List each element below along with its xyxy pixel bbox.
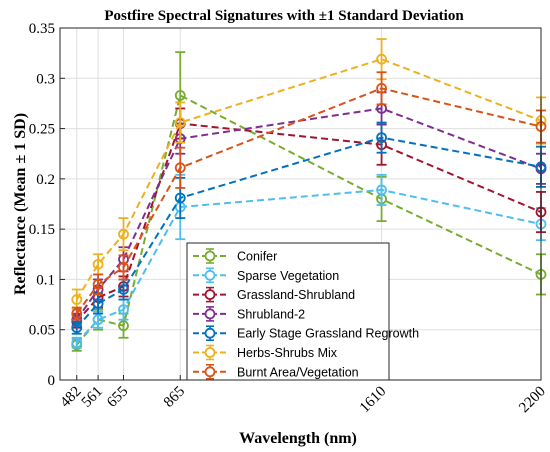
- legend-label: Burnt Area/Vegetation: [237, 365, 359, 379]
- y-tick-label: 0.3: [36, 71, 55, 87]
- legend-swatch-marker: [204, 289, 216, 301]
- chart-title: Postfire Spectral Signatures with ±1 Sta…: [104, 8, 464, 24]
- y-tick-label: 0.35: [29, 21, 55, 37]
- data-point: [118, 304, 129, 316]
- data-point: [174, 192, 186, 204]
- series-6: [71, 71, 547, 321]
- legend-box: [186, 242, 390, 381]
- legend-swatch-marker: [204, 347, 216, 358]
- data-point: [92, 279, 104, 290]
- x-tick-label: 2200: [516, 384, 549, 417]
- data-point: [118, 284, 129, 295]
- legend-entry: Herbs-Shrubs Mix: [193, 344, 338, 361]
- y-tick-label: 0.15: [29, 222, 55, 238]
- y-tick-label: 0.25: [29, 122, 55, 138]
- data-point: [71, 337, 83, 349]
- data-point: [92, 258, 104, 270]
- legend-label: Shrubland-2: [237, 307, 305, 321]
- data-point: [118, 228, 129, 240]
- legend-label: Early Stage Grassland Regrowth: [237, 327, 419, 341]
- y-tick-label: 0: [48, 373, 56, 389]
- legend: Conifer Sparse Vegetation Grassland-Shrubl…: [186, 242, 419, 381]
- x-tick-label: 1610: [357, 384, 390, 417]
- y-axis-label: Reflectance (Mean ± 1 SD): [12, 113, 29, 295]
- legend-entry: Grassland-Shrubland: [193, 286, 355, 303]
- series-layer: [71, 38, 547, 352]
- data-point: [376, 132, 387, 144]
- data-point: [376, 53, 387, 65]
- data-point: [174, 117, 186, 128]
- legend-swatch-marker: [204, 269, 216, 281]
- data-point: [92, 314, 104, 326]
- legend-entry: Sparse Vegetation: [193, 267, 339, 284]
- legend-entry: Early Stage Grassland Regrowth: [193, 325, 419, 342]
- data-point: [71, 322, 83, 334]
- x-tick-label: 655: [104, 384, 131, 411]
- y-tick-label: 0.2: [36, 172, 55, 188]
- legend-swatch-marker: [204, 327, 216, 339]
- legend-label: Conifer: [237, 250, 277, 264]
- legend-swatch-marker: [204, 250, 216, 262]
- data-point: [174, 89, 186, 101]
- x-axis-label: Wavelength (nm): [239, 430, 357, 447]
- x-tick-label: 865: [161, 384, 188, 411]
- series-line: [75, 58, 542, 301]
- data-point: [376, 82, 387, 94]
- x-tick-label: 561: [79, 384, 106, 411]
- data-point: [92, 298, 104, 309]
- data-point: [118, 320, 129, 332]
- legend-swatch-marker: [204, 308, 216, 320]
- data-point: [118, 261, 129, 273]
- data-point: [376, 184, 387, 196]
- y-tick-label: 0.05: [29, 323, 55, 339]
- legend-label: Herbs-Shrubs Mix: [237, 346, 338, 360]
- legend-label: Sparse Vegetation: [237, 269, 339, 283]
- series-line: [75, 87, 542, 315]
- legend-entry: Shrubland-2: [193, 306, 305, 322]
- legend-entry: Conifer: [193, 248, 277, 264]
- series-line: [75, 107, 542, 321]
- legend-entry: Burnt Area/Vegetation: [193, 363, 359, 380]
- data-point: [71, 294, 83, 305]
- data-point: [174, 162, 186, 174]
- legend-label: Grassland-Shrubland: [237, 288, 355, 302]
- data-point: [71, 308, 83, 320]
- y-tick-label: 0.1: [36, 272, 55, 288]
- legend-swatch-marker: [204, 366, 216, 378]
